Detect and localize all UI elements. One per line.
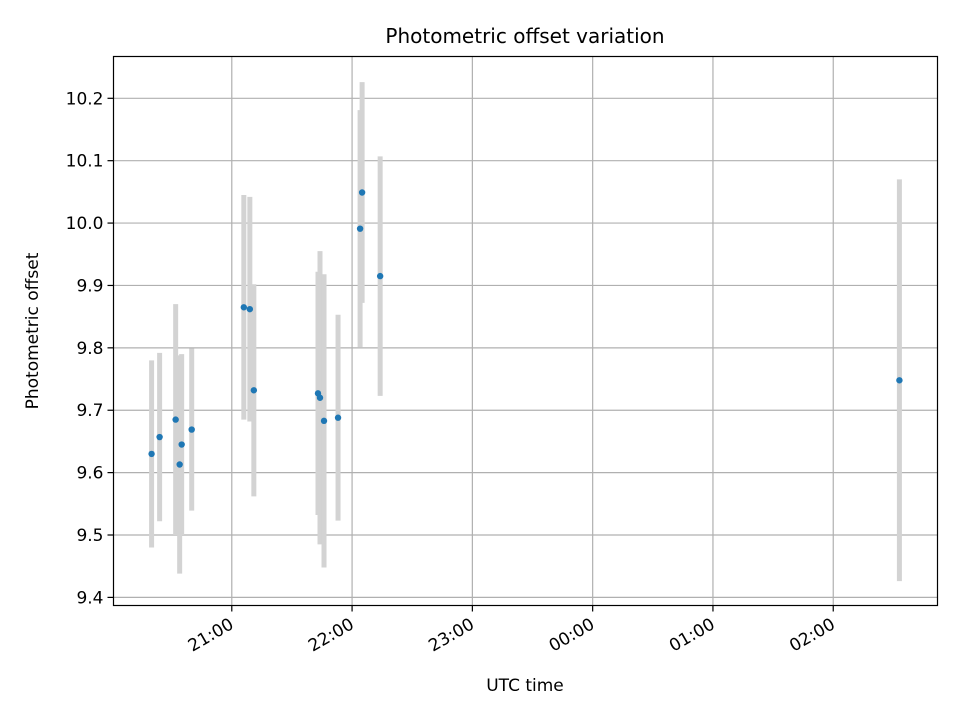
y-tick-label: 9.7 xyxy=(76,401,103,421)
y-tick-label: 9.8 xyxy=(76,339,103,359)
y-tick-label: 9.5 xyxy=(76,526,103,546)
data-point xyxy=(188,426,195,433)
y-tick-label: 10.2 xyxy=(66,89,104,109)
data-point xyxy=(896,377,903,384)
data-point xyxy=(356,225,364,232)
data-point xyxy=(246,305,254,313)
y-tick-label: 9.6 xyxy=(76,464,103,484)
x-tick-label: 23:00 xyxy=(425,615,477,657)
data-point xyxy=(376,272,384,280)
y-tick-label: 9.4 xyxy=(76,588,103,608)
errorbars xyxy=(149,82,902,582)
y-tick-label: 9.9 xyxy=(76,276,103,296)
data-point xyxy=(358,189,366,196)
y-tick-label: 10.0 xyxy=(66,214,104,234)
data-point xyxy=(250,387,258,394)
data-point xyxy=(334,414,342,421)
data-point xyxy=(176,461,183,468)
data-point xyxy=(172,416,179,423)
y-tick-label: 10.1 xyxy=(66,152,104,172)
data-point xyxy=(148,450,155,458)
x-tick-label: 00:00 xyxy=(546,615,598,657)
y-axis-title: Photometric offset xyxy=(23,252,43,409)
x-tick-label: 01:00 xyxy=(666,615,718,657)
grid xyxy=(113,56,938,606)
data-point xyxy=(240,304,248,311)
plot-frame xyxy=(112,55,939,607)
x-axis-title: UTC time xyxy=(486,676,564,696)
data-point xyxy=(156,433,163,441)
chart-title: Photometric offset variation xyxy=(385,24,664,48)
data-point xyxy=(320,417,328,425)
x-tick-label: 21:00 xyxy=(185,615,237,657)
x-tick-label: 22:00 xyxy=(305,615,357,657)
x-tick-label: 02:00 xyxy=(786,615,838,657)
data-point xyxy=(178,441,185,448)
data-points xyxy=(148,189,903,468)
data-point xyxy=(316,394,324,401)
